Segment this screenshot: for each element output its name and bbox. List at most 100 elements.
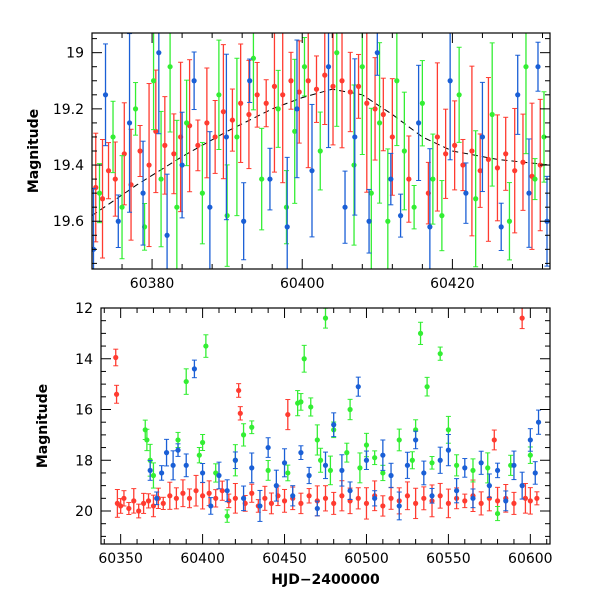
x-tick-label: 60450: [262, 551, 307, 567]
x-tick-label: 60400: [180, 551, 225, 567]
data-point: [339, 78, 345, 84]
data-point: [174, 204, 180, 210]
data-point: [183, 462, 189, 468]
data-point: [118, 503, 124, 509]
data-point: [342, 204, 348, 210]
data-point: [478, 460, 484, 466]
data-point: [254, 92, 260, 98]
model-curve: [92, 88, 550, 217]
data-point: [179, 162, 185, 168]
data-point: [424, 384, 430, 390]
series-0: [113, 308, 540, 520]
data-point: [394, 78, 400, 84]
data-point: [463, 190, 469, 196]
data-point: [126, 120, 133, 126]
data-point: [456, 92, 462, 98]
data-point: [388, 495, 394, 501]
data-point: [478, 500, 484, 506]
data-point: [193, 488, 199, 494]
data-point: [173, 495, 179, 501]
data-point: [485, 465, 491, 471]
data-point: [376, 120, 383, 126]
data-point: [285, 470, 291, 476]
data-point: [163, 450, 170, 456]
data-point: [347, 89, 353, 95]
data-point: [434, 134, 440, 140]
data-point: [292, 128, 298, 134]
data-point: [170, 462, 176, 468]
data-point: [532, 176, 538, 182]
data-point: [443, 151, 449, 157]
data-point: [317, 148, 323, 154]
data-point: [199, 470, 206, 476]
x-axis-title: HJD−2400000: [271, 572, 380, 588]
data-point: [105, 168, 112, 174]
data-point: [363, 442, 370, 448]
data-point: [331, 500, 337, 506]
data-point: [339, 493, 345, 499]
data-point: [374, 50, 380, 56]
y-tick-label: 19: [66, 46, 84, 62]
data-point: [186, 495, 193, 501]
data-point: [473, 196, 479, 202]
data-point: [372, 106, 378, 112]
data-point: [498, 224, 504, 230]
data-point: [380, 503, 386, 509]
data-point: [352, 134, 358, 140]
data-point: [113, 391, 120, 397]
data-point: [232, 457, 238, 463]
data-point: [327, 467, 334, 474]
data-point: [249, 424, 255, 430]
data-point: [199, 190, 205, 196]
data-point: [305, 78, 311, 84]
data-point: [534, 495, 540, 501]
data-point: [121, 151, 127, 157]
data-point: [99, 196, 106, 202]
data-point: [355, 495, 361, 501]
y-tick-label: 19.4: [53, 158, 84, 174]
data-point: [275, 106, 281, 112]
data-point: [288, 78, 294, 84]
data-point: [191, 366, 198, 372]
data-point: [191, 78, 197, 84]
data-point: [171, 151, 177, 157]
data-point: [284, 224, 290, 230]
data-point: [532, 470, 538, 476]
data-point: [368, 190, 374, 196]
data-point: [162, 142, 168, 148]
data-point: [359, 64, 365, 70]
data-point: [132, 106, 139, 112]
data-point: [240, 432, 247, 438]
data-point: [207, 204, 213, 210]
data-point: [203, 343, 209, 349]
data-point: [246, 111, 252, 118]
data-point: [156, 50, 162, 56]
data-point: [224, 213, 230, 219]
data-point: [224, 488, 230, 494]
data-point: [419, 100, 425, 106]
data-point: [380, 111, 386, 118]
y-tick-label: 14: [75, 352, 93, 368]
data-point: [339, 467, 345, 474]
data-point: [238, 100, 244, 106]
data-point: [112, 176, 118, 182]
data-point: [347, 406, 353, 413]
data-point: [220, 109, 226, 115]
data-point: [232, 495, 238, 501]
data-point: [445, 427, 452, 433]
data-point: [167, 493, 173, 499]
data-point: [265, 467, 271, 474]
data-point: [470, 467, 476, 474]
data-point: [421, 495, 427, 501]
x-tick-label: 60600: [508, 551, 553, 567]
data-point: [150, 78, 157, 84]
data-point: [453, 462, 460, 468]
data-point: [175, 437, 181, 443]
x-tick-label: 60550: [426, 551, 471, 567]
data-point: [223, 134, 229, 140]
data-point: [115, 218, 121, 224]
data-point: [389, 134, 395, 140]
data-point: [330, 83, 336, 89]
data-point: [470, 495, 476, 501]
plot-area: [113, 308, 542, 523]
